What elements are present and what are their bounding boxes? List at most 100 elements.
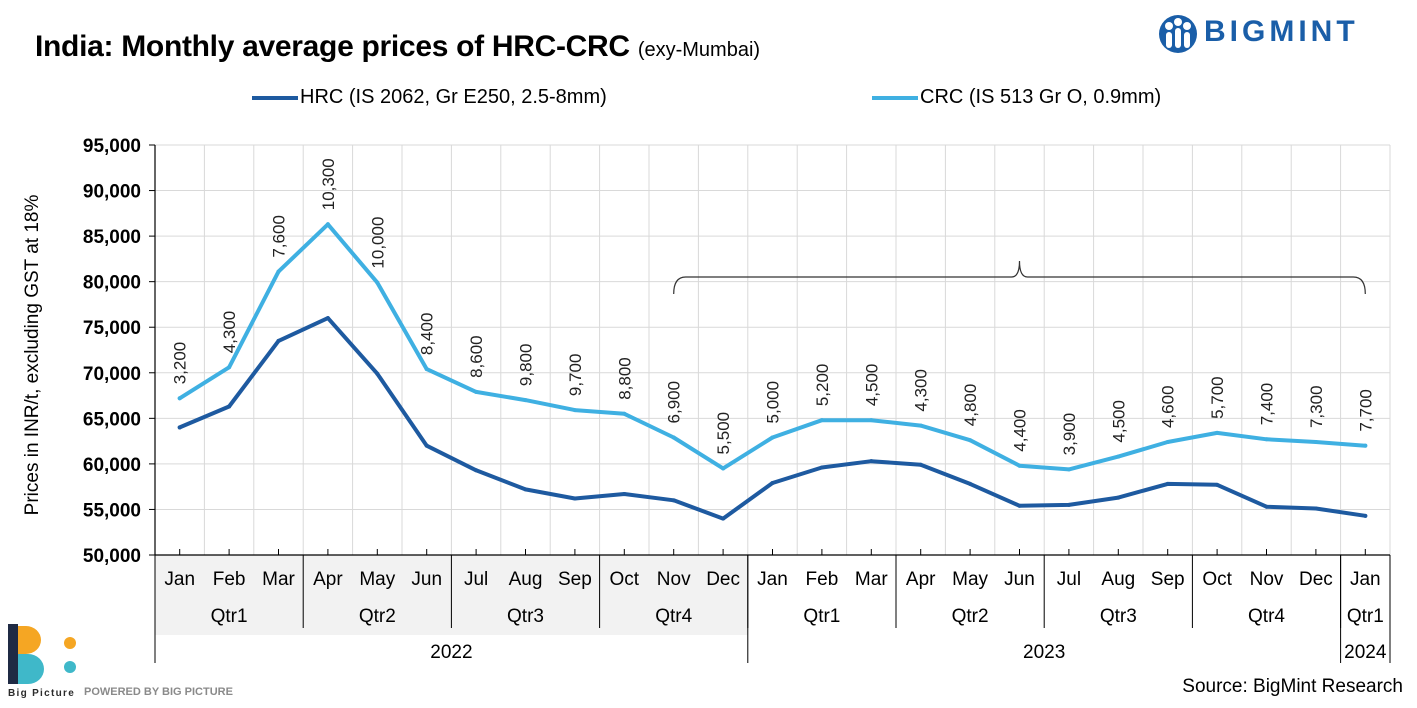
x-tick-label-month: Jun: [411, 569, 442, 590]
data-label-spread: 7,400: [1258, 383, 1277, 426]
data-point-hrc: [1313, 506, 1318, 511]
x-tick-label-month: Sep: [1151, 569, 1185, 590]
data-label-spread: 3,200: [171, 342, 190, 385]
y-tick-label: 65,000: [83, 409, 141, 430]
data-point-crc: [918, 423, 923, 428]
x-tick-label-month: Nov: [1250, 569, 1284, 590]
data-point-crc: [721, 466, 726, 471]
x-tick-label-month: May: [952, 569, 988, 590]
data-point-hrc: [721, 516, 726, 521]
x-tick-label-month: Jul: [464, 569, 488, 590]
data-point-hrc: [1215, 482, 1220, 487]
data-point-hrc: [325, 316, 330, 321]
data-point-crc: [770, 435, 775, 440]
x-tick-label-quarter: Qtr4: [655, 606, 692, 627]
data-point-hrc: [918, 462, 923, 467]
x-tick-label-month: Apr: [313, 569, 343, 590]
x-tick-label-month: Nov: [657, 569, 691, 590]
legend-hrc-label: HRC (IS 2062, Gr E250, 2.5-8mm): [300, 86, 607, 108]
data-point-crc: [1363, 443, 1368, 448]
x-tick-label-month: Jan: [1350, 569, 1381, 590]
data-point-hrc: [671, 498, 676, 503]
x-tick-label-month: Jan: [164, 569, 195, 590]
series-line-crc: [177, 222, 1368, 472]
data-point-crc: [622, 411, 627, 416]
data-label-spread: 5,000: [764, 381, 783, 424]
data-point-hrc: [1017, 503, 1022, 508]
data-label-spread: 5,200: [813, 364, 832, 407]
data-label-spread: 4,300: [912, 369, 931, 412]
data-point-crc: [375, 280, 380, 285]
big-picture-logo-icon: [8, 624, 76, 684]
legend-crc-label: CRC (IS 513 Gr O, 0.9mm): [920, 86, 1162, 108]
legend-crc-swatch: [872, 95, 918, 100]
data-label-spread: 4,300: [220, 311, 239, 354]
data-point-hrc: [1165, 481, 1170, 486]
data-point-crc: [276, 269, 281, 274]
y-tick-label: 55,000: [83, 500, 141, 521]
x-tick-label-month: Jan: [757, 569, 788, 590]
powered-by: POWERED BY BIG PICTURE: [84, 686, 233, 698]
bracket-annotation: [673, 260, 1366, 295]
data-label-spread: 4,500: [1109, 400, 1128, 443]
x-tick-label-quarter: Qtr2: [359, 606, 396, 627]
data-label-spread: 4,600: [1159, 385, 1178, 428]
data-point-hrc: [770, 481, 775, 486]
chart-title: India: Monthly average prices of HRC-CRC…: [35, 30, 760, 64]
data-point-hrc: [375, 371, 380, 376]
data-label-spread: 7,600: [270, 215, 289, 258]
data-label-spread: 6,900: [665, 381, 684, 424]
x-tick-label-quarter: Qtr1: [211, 606, 248, 627]
data-label-spread: 4,800: [961, 384, 980, 427]
data-label-spread: 10,000: [368, 217, 387, 269]
legend-crc: CRC (IS 513 Gr O, 0.9mm): [872, 86, 1161, 109]
data-point-hrc: [968, 481, 973, 486]
data-point-crc: [1215, 430, 1220, 435]
data-point-crc: [1264, 437, 1269, 442]
data-point-hrc: [523, 487, 528, 492]
data-point-hrc: [572, 496, 577, 501]
x-tick-label-month: Dec: [1299, 569, 1333, 590]
x-tick-label-quarter: Qtr3: [507, 606, 544, 627]
x-tick-label-year: 2023: [1023, 642, 1065, 663]
data-point-crc: [227, 365, 232, 370]
x-tick-label-month: Dec: [706, 569, 740, 590]
data-point-crc: [572, 408, 577, 413]
data-label-spread: 8,400: [418, 313, 437, 356]
y-tick-label: 70,000: [83, 364, 141, 385]
x-tick-label-month: Sep: [558, 569, 592, 590]
data-point-crc: [177, 396, 182, 401]
x-tick-label-quarter: Qtr1: [803, 606, 840, 627]
data-point-hrc: [474, 468, 479, 473]
data-point-crc: [1165, 440, 1170, 445]
x-tick-label-quarter: Qtr3: [1100, 606, 1137, 627]
y-tick-label: 90,000: [83, 182, 141, 203]
x-tick-label-quarter: Qtr1: [1347, 606, 1384, 627]
data-point-hrc: [177, 425, 182, 430]
data-label-spread: 5,700: [1208, 376, 1227, 419]
data-point-crc: [671, 435, 676, 440]
x-tick-label-quarter: Qtr2: [952, 606, 989, 627]
x-tick-label-month: Mar: [855, 569, 888, 590]
data-point-hrc: [1066, 502, 1071, 507]
data-point-crc: [325, 222, 330, 227]
bigmint-logo: BIGMINT: [1158, 8, 1359, 56]
x-tick-label-month: Jun: [1004, 569, 1035, 590]
source-note: Source: BigMint Research: [1182, 676, 1403, 697]
data-point-hrc: [869, 459, 874, 464]
big-picture-logo-text: Big Picture: [8, 688, 76, 699]
data-point-crc: [869, 418, 874, 423]
data-point-crc: [1066, 467, 1071, 472]
data-point-crc: [1313, 440, 1318, 445]
y-tick-label: 85,000: [83, 227, 141, 248]
data-label-spread: 5,500: [714, 412, 733, 455]
data-point-hrc: [1116, 495, 1121, 500]
x-tick-label-month: Apr: [906, 569, 936, 590]
data-point-hrc: [227, 404, 232, 409]
data-label-spread: 8,600: [467, 335, 486, 378]
legend-hrc-swatch: [252, 95, 298, 100]
data-point-hrc: [1363, 513, 1368, 518]
x-tick-label-month: Aug: [1101, 569, 1135, 590]
data-point-crc: [523, 398, 528, 403]
